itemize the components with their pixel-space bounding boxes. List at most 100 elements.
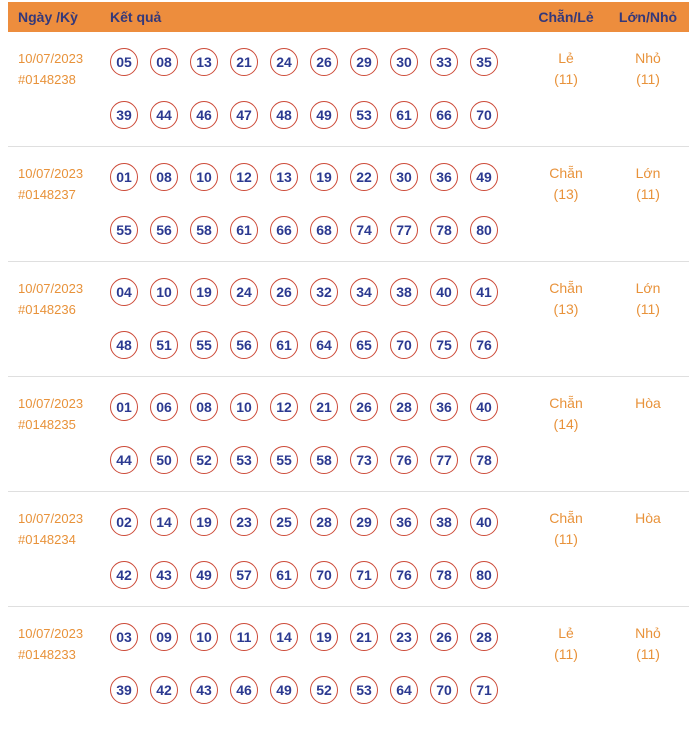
- evenodd-count: (13): [553, 301, 579, 317]
- number-ball: 41: [470, 278, 498, 306]
- number-ball: 42: [150, 676, 178, 704]
- header-col-bigsmall: Lớn/Nhỏ: [618, 9, 678, 25]
- number-ball: 46: [190, 101, 218, 129]
- number-ball: 14: [270, 623, 298, 651]
- number-ball: 52: [190, 446, 218, 474]
- number-ball: 80: [470, 561, 498, 589]
- number-ball: 77: [430, 446, 458, 474]
- number-ball: 78: [430, 216, 458, 244]
- number-ball: 66: [270, 216, 298, 244]
- numbers-cell: 04 10 19 24 26 32 34 38 40 41 48 51 55 56 61 64 65 70 75 7…: [110, 278, 525, 360]
- bigsmall-label: Lớn: [635, 280, 661, 296]
- evenodd-label: Chẵn: [549, 395, 583, 411]
- number-ball: 24: [270, 48, 298, 76]
- number-ball: 33: [430, 48, 458, 76]
- number-ball: 49: [470, 163, 498, 191]
- number-ball: 14: [150, 508, 178, 536]
- draw-id: #0148236: [18, 302, 76, 317]
- lottery-results-table: Ngày /Kỳ Kết quả Chẵn/Lẻ Lớn/Nhỏ 10/07/2…: [8, 2, 689, 722]
- numbers-line-2: 55 56 58 61 66 68 74 77 78 80: [110, 216, 525, 244]
- number-ball: 78: [470, 446, 498, 474]
- numbers-line-2: 39 44 46 47 48 49 53 61 66 70: [110, 101, 525, 129]
- number-ball: 76: [390, 561, 418, 589]
- date-cell: 10/07/2023 #0148236: [8, 278, 110, 360]
- number-ball: 49: [310, 101, 338, 129]
- numbers-line-1: 01 06 08 10 12 21 26 28 36 40: [110, 393, 525, 421]
- numbers-cell: 03 09 10 11 14 19 21 23 26 28 39 42 43 46 49 52 53 64 70 7…: [110, 623, 525, 706]
- result-row: 10/07/2023 #0148234 02 14 19 23 25 28 29 36 38 40…: [8, 492, 689, 607]
- draw-id: #0148238: [18, 72, 76, 87]
- evenodd-cell: Chẵn (11): [525, 508, 607, 590]
- number-ball: 65: [350, 331, 378, 359]
- numbers-line-2: 39 42 43 46 49 52 53 64 70 71: [110, 676, 525, 704]
- number-ball: 55: [270, 446, 298, 474]
- numbers-cell: 01 08 10 12 13 19 22 30 36 49 55 56 58 61 66 68 74 77 78 8…: [110, 163, 525, 245]
- number-ball: 53: [350, 676, 378, 704]
- number-ball: 52: [310, 676, 338, 704]
- number-ball: 61: [270, 331, 298, 359]
- evenodd-label: Lẻ: [558, 50, 574, 66]
- number-ball: 09: [150, 623, 178, 651]
- number-ball: 28: [390, 393, 418, 421]
- number-ball: 34: [350, 278, 378, 306]
- evenodd-cell: Lẻ (11): [525, 623, 607, 706]
- number-ball: 39: [110, 101, 138, 129]
- number-ball: 06: [150, 393, 178, 421]
- draw-date: 10/07/2023: [18, 51, 84, 66]
- bigsmall-cell: Lớn (11): [607, 278, 689, 360]
- evenodd-label: Lẻ: [558, 625, 574, 641]
- number-ball: 49: [270, 676, 298, 704]
- numbers-cell: 01 06 08 10 12 21 26 28 36 40 44 50 52 53 55 58 73 76 77 7…: [110, 393, 525, 475]
- number-ball: 08: [150, 48, 178, 76]
- number-ball: 71: [350, 561, 378, 589]
- number-ball: 73: [350, 446, 378, 474]
- bigsmall-count: (11): [636, 646, 660, 662]
- date-cell: 10/07/2023 #0148238: [8, 48, 110, 130]
- draw-date: 10/07/2023: [18, 626, 84, 641]
- number-ball: 66: [430, 101, 458, 129]
- number-ball: 58: [310, 446, 338, 474]
- number-ball: 08: [150, 163, 178, 191]
- number-ball: 70: [310, 561, 338, 589]
- numbers-line-1: 01 08 10 12 13 19 22 30 36 49: [110, 163, 525, 191]
- numbers-line-1: 04 10 19 24 26 32 34 38 40 41: [110, 278, 525, 306]
- bigsmall-cell: Nhỏ (11): [607, 48, 689, 130]
- number-ball: 43: [190, 676, 218, 704]
- number-ball: 01: [110, 393, 138, 421]
- number-ball: 35: [470, 48, 498, 76]
- number-ball: 40: [430, 278, 458, 306]
- numbers-line-1: 03 09 10 11 14 19 21 23 26 28: [110, 623, 525, 651]
- results-body: 10/07/2023 #0148238 05 08 13 21 24 26 29 30 33 35…: [8, 32, 689, 722]
- number-ball: 40: [470, 508, 498, 536]
- bigsmall-count: (11): [636, 186, 660, 202]
- date-cell: 10/07/2023 #0148233: [8, 623, 110, 706]
- number-ball: 19: [190, 278, 218, 306]
- number-ball: 11: [230, 623, 258, 651]
- number-ball: 77: [390, 216, 418, 244]
- bigsmall-label: Nhỏ: [635, 625, 661, 641]
- number-ball: 75: [430, 331, 458, 359]
- number-ball: 29: [350, 508, 378, 536]
- date-cell: 10/07/2023 #0148234: [8, 508, 110, 590]
- number-ball: 61: [270, 561, 298, 589]
- numbers-line-1: 02 14 19 23 25 28 29 36 38 40: [110, 508, 525, 536]
- number-ball: 26: [350, 393, 378, 421]
- number-ball: 61: [230, 216, 258, 244]
- draw-date: 10/07/2023: [18, 281, 84, 296]
- numbers-cell: 02 14 19 23 25 28 29 36 38 40 42 43 49 57 61 70 71 76 78 8…: [110, 508, 525, 590]
- number-ball: 53: [230, 446, 258, 474]
- number-ball: 19: [310, 163, 338, 191]
- evenodd-cell: Chẵn (13): [525, 278, 607, 360]
- evenodd-label: Chẵn: [549, 165, 583, 181]
- number-ball: 04: [110, 278, 138, 306]
- number-ball: 53: [350, 101, 378, 129]
- number-ball: 61: [390, 101, 418, 129]
- number-ball: 39: [110, 676, 138, 704]
- evenodd-cell: Chẵn (13): [525, 163, 607, 245]
- evenodd-count: (14): [553, 416, 579, 432]
- number-ball: 43: [150, 561, 178, 589]
- number-ball: 21: [350, 623, 378, 651]
- number-ball: 12: [230, 163, 258, 191]
- number-ball: 57: [230, 561, 258, 589]
- result-row: 10/07/2023 #0148236 04 10 19 24 26 32 34 38 40 41…: [8, 262, 689, 377]
